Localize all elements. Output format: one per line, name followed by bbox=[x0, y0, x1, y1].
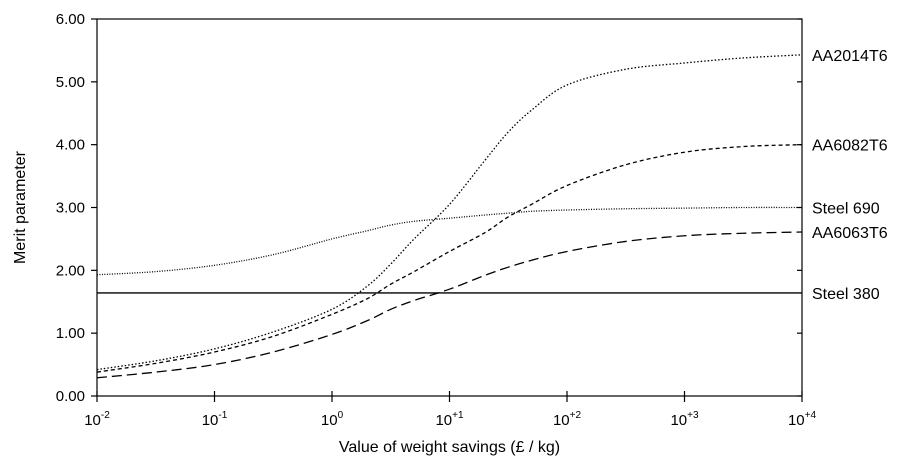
x-tick-label: 10+1 bbox=[435, 410, 464, 429]
x-tick-label: 10-1 bbox=[202, 410, 228, 429]
y-tick-label: 4.00 bbox=[56, 137, 85, 154]
series-line-aa6063t6 bbox=[96, 231, 803, 379]
series-label-aa6063t6: AA6063T6 bbox=[812, 225, 888, 242]
x-tick-label: 100 bbox=[321, 410, 344, 429]
y-tick-label: 2.00 bbox=[56, 262, 85, 279]
x-tick-label: 10-2 bbox=[84, 410, 110, 429]
series-label-steel-690: Steel 690 bbox=[812, 201, 880, 218]
x-tick-label: 10+3 bbox=[670, 410, 699, 429]
y-tick-label: 6.00 bbox=[56, 11, 85, 28]
series-line-steel-690 bbox=[96, 206, 803, 276]
series-label-aa2014t6: AA2014T6 bbox=[812, 48, 888, 65]
series-line-aa2014t6 bbox=[96, 54, 803, 371]
y-tick-label: 5.00 bbox=[56, 74, 85, 91]
series-line-aa6082t6 bbox=[96, 144, 803, 373]
series-label-aa6082t6: AA6082T6 bbox=[812, 138, 888, 155]
x-tick-label: 10+4 bbox=[788, 410, 817, 429]
series-label-steel-380: Steel 380 bbox=[812, 286, 880, 303]
y-tick-label: 0.00 bbox=[56, 388, 85, 405]
y-axis-title: Merit parameter bbox=[12, 150, 29, 264]
x-axis-title: Value of weight savings (£ / kg) bbox=[339, 439, 560, 456]
y-tick-label: 1.00 bbox=[56, 325, 85, 342]
x-tick-label: 10+2 bbox=[553, 410, 582, 429]
y-tick-label: 3.00 bbox=[56, 200, 85, 217]
